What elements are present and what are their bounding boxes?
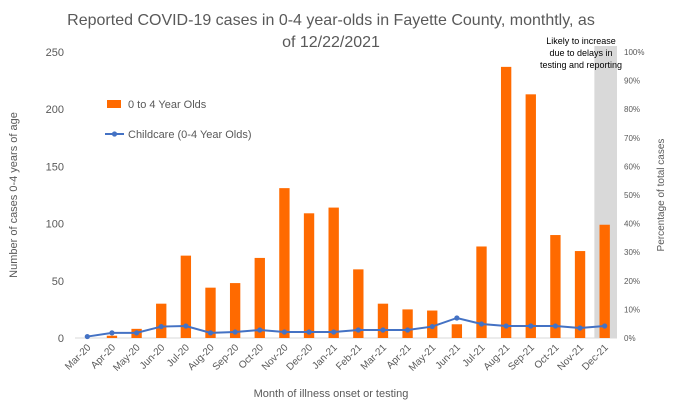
bar bbox=[574, 251, 586, 338]
line-point bbox=[503, 323, 509, 329]
annotation-text: due to delays in bbox=[549, 48, 612, 58]
line-point bbox=[528, 323, 534, 329]
bar bbox=[550, 235, 561, 338]
bar bbox=[353, 269, 364, 338]
bar bbox=[180, 255, 192, 338]
x-tick-label: Jun-21 bbox=[434, 342, 464, 372]
chart-title-line: of 12/22/2021 bbox=[282, 34, 380, 51]
annotation-text: Likely to increase bbox=[546, 36, 616, 46]
line-point bbox=[257, 327, 263, 333]
bar bbox=[451, 324, 463, 338]
legend-swatch-marker bbox=[111, 131, 118, 137]
line-point bbox=[404, 327, 411, 333]
legend-label-bar: 0 to 4 Year Olds bbox=[128, 99, 207, 111]
x-tick-label: Mar-20 bbox=[63, 342, 93, 372]
line-point bbox=[429, 323, 435, 330]
bar bbox=[254, 257, 265, 338]
bar bbox=[279, 188, 290, 338]
y2-tick-label: 30% bbox=[624, 248, 640, 257]
chart-title-line: Reported COVID-19 cases in 0-4 year-olds… bbox=[67, 12, 595, 29]
line-point bbox=[331, 329, 337, 335]
x-tick-label: Aug-20 bbox=[186, 342, 217, 373]
bar bbox=[205, 287, 216, 338]
x-tick-label: Sep-20 bbox=[211, 342, 242, 373]
bar bbox=[476, 246, 487, 338]
x-tick-label: Dec-21 bbox=[580, 342, 611, 373]
line-point bbox=[577, 325, 583, 331]
bar bbox=[402, 309, 413, 338]
line-point bbox=[207, 330, 214, 336]
y2-tick-label: 0% bbox=[624, 334, 636, 343]
bar bbox=[525, 94, 536, 338]
y-tick-label: 50 bbox=[52, 276, 64, 288]
x-tick-label: Jun-20 bbox=[138, 342, 168, 372]
y-tick-label: 250 bbox=[46, 47, 64, 59]
y-tick-label: 200 bbox=[46, 104, 64, 116]
line-point bbox=[109, 330, 115, 336]
line-point bbox=[380, 327, 386, 333]
bar bbox=[156, 303, 167, 338]
bar bbox=[106, 335, 118, 338]
bar bbox=[377, 303, 389, 338]
bar bbox=[328, 207, 339, 338]
line-point bbox=[355, 327, 361, 333]
legend-swatch-bar bbox=[107, 100, 121, 108]
legend-label-line: Childcare (0-4 Year Olds) bbox=[128, 129, 252, 141]
line-point bbox=[306, 329, 312, 335]
y2-tick-label: 100% bbox=[624, 48, 644, 57]
y2-tick-label: 10% bbox=[624, 305, 640, 314]
x-tick-label: Nov-21 bbox=[556, 342, 587, 373]
bar bbox=[500, 66, 512, 338]
line-point bbox=[232, 329, 238, 335]
y2-axis-title: Percentage of total cases bbox=[656, 139, 667, 252]
x-tick-label: Aug-21 bbox=[482, 342, 513, 373]
x-tick-label: Sep-21 bbox=[506, 342, 537, 373]
y-tick-label: 0 bbox=[58, 333, 64, 345]
x-tick-label: May-20 bbox=[111, 342, 143, 374]
line-point bbox=[84, 333, 90, 340]
x-tick-label: Dec-20 bbox=[285, 342, 316, 373]
bar bbox=[599, 224, 610, 338]
y2-tick-label: 40% bbox=[624, 220, 640, 229]
bar bbox=[303, 213, 315, 338]
line-point bbox=[478, 321, 485, 327]
x-axis-title: Month of illness onset or testing bbox=[254, 388, 409, 400]
x-tick-label: Nov-20 bbox=[260, 342, 291, 373]
y-axis-title: Number of cases 0-4 years of age bbox=[8, 112, 20, 278]
line-series bbox=[87, 316, 605, 338]
x-tick-label: Mar-21 bbox=[359, 342, 389, 372]
x-tick-label: Feb-21 bbox=[334, 342, 364, 372]
line-point bbox=[183, 323, 189, 329]
line-point bbox=[133, 330, 140, 336]
y2-tick-label: 90% bbox=[624, 77, 640, 86]
annotation-text: testing and reporting bbox=[540, 60, 622, 70]
line-point bbox=[158, 323, 164, 330]
y-tick-label: 100 bbox=[46, 219, 64, 231]
y2-tick-label: 50% bbox=[624, 191, 640, 200]
y2-tick-label: 60% bbox=[624, 162, 640, 171]
y2-tick-label: 80% bbox=[624, 105, 640, 114]
y2-tick-label: 20% bbox=[624, 277, 640, 286]
line-point bbox=[552, 323, 559, 329]
line-point bbox=[602, 323, 608, 329]
line-point bbox=[454, 315, 460, 321]
y-tick-label: 150 bbox=[46, 161, 64, 173]
bar bbox=[229, 283, 241, 338]
x-tick-label: May-21 bbox=[407, 342, 439, 374]
line-point bbox=[281, 329, 288, 335]
y2-tick-label: 70% bbox=[624, 134, 640, 143]
